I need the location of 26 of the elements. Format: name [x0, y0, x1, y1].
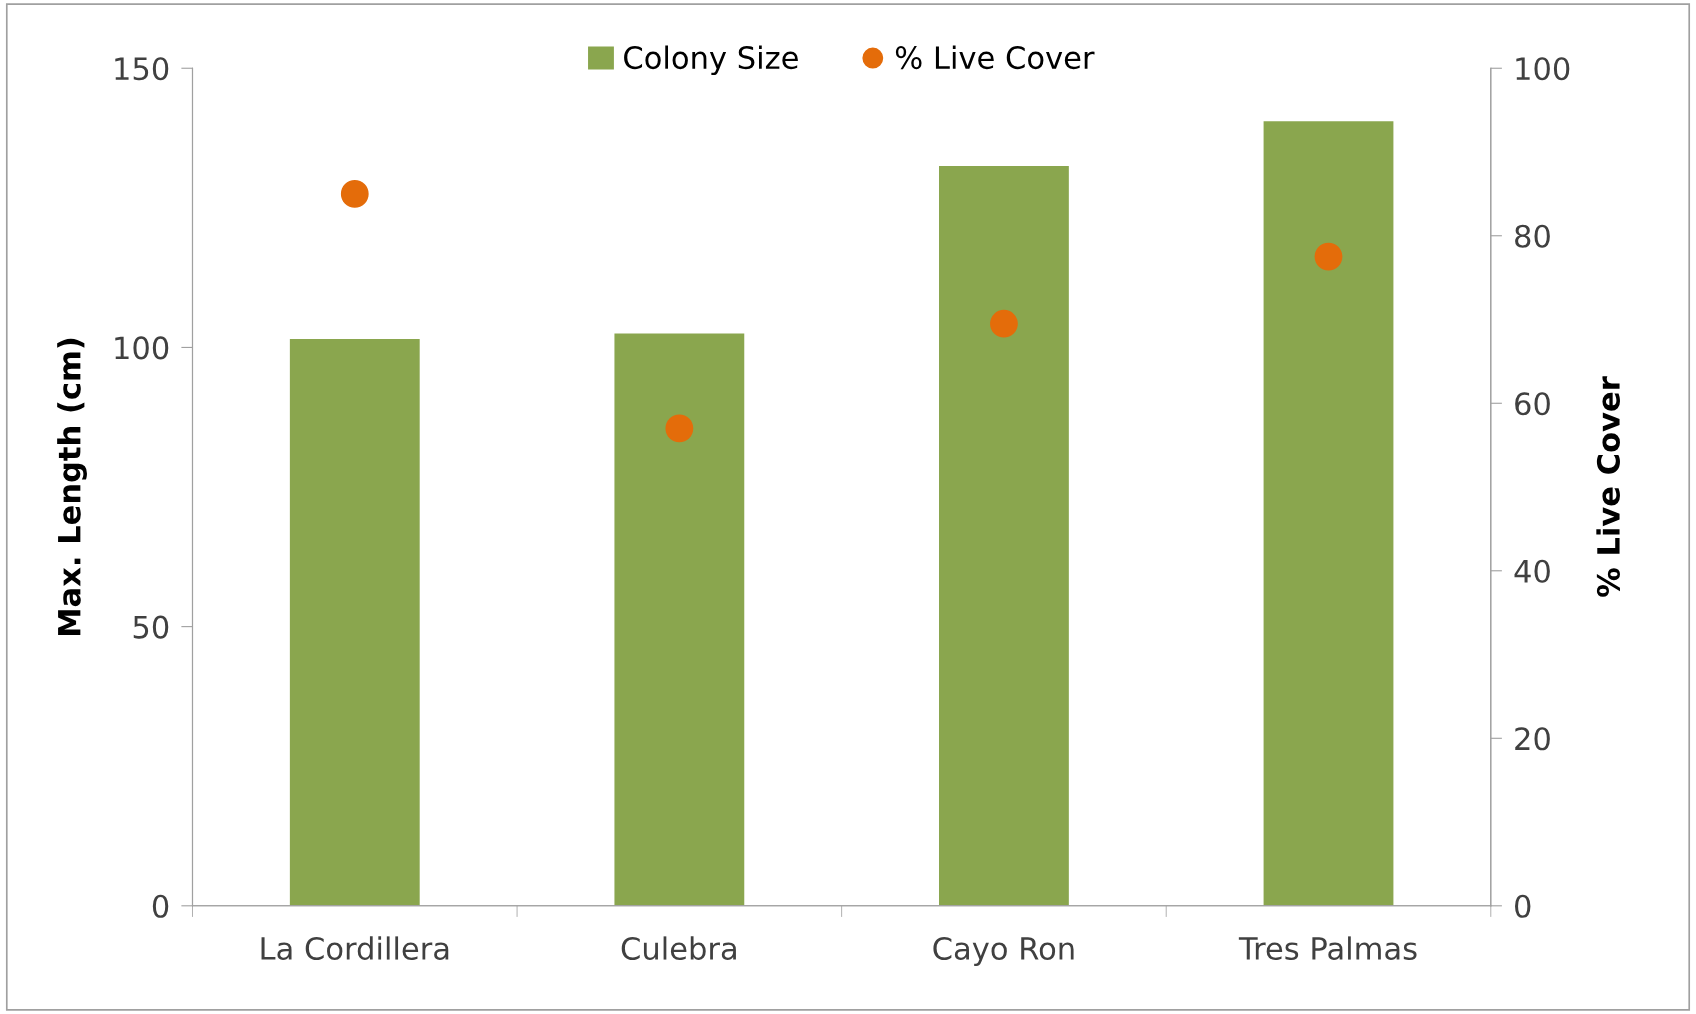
y-tick-label: 50 [133, 615, 169, 639]
y2-tick-label: 20 [1515, 727, 1550, 751]
x-tick-label: La Cordillera [261, 936, 449, 961]
point [665, 414, 694, 443]
y-tick-label: 150 [115, 57, 169, 81]
x-tick-label: Cayo Ron [933, 936, 1074, 966]
y-axis-title: Max. Length (cm) [57, 338, 87, 636]
y2-tick-label: 80 [1515, 224, 1550, 248]
x-tick-label: Tres Palmas [1238, 936, 1417, 961]
y2-tick-label: 40 [1514, 559, 1550, 583]
bar [939, 165, 1069, 906]
bar [1263, 121, 1394, 906]
point [1314, 242, 1343, 271]
y-tick-label: 0 [152, 894, 169, 918]
y2-tick-label: 60 [1515, 392, 1550, 416]
legend-label: % Live Cover [895, 45, 1095, 70]
bar [614, 333, 745, 906]
x-tick-label: Culebra [621, 936, 736, 961]
point [990, 309, 1018, 338]
y-tick-label: 100 [115, 336, 169, 360]
y2-axis-title: % Live Cover [1596, 376, 1620, 597]
legend-label: Colony Size [624, 45, 798, 76]
y2-tick-label: 100 [1516, 57, 1570, 81]
point [340, 179, 369, 208]
bar [289, 339, 420, 906]
y2-tick-label: 0 [1515, 894, 1531, 918]
